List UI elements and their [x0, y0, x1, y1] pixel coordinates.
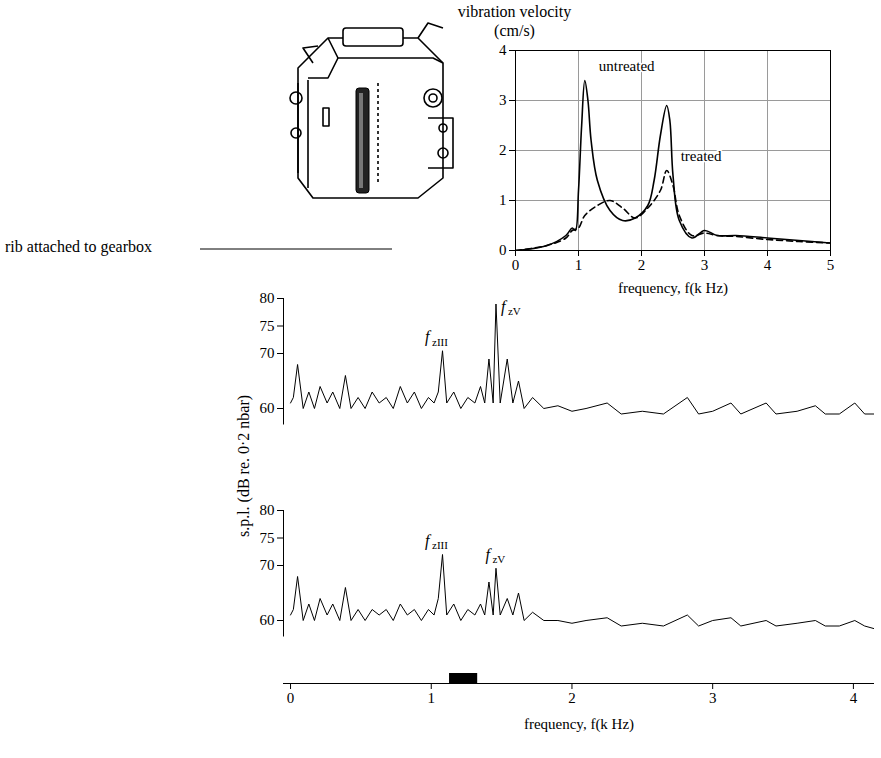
svg-text:3: 3: [701, 257, 709, 273]
svg-text:frequency, f(k Hz): frequency, f(k Hz): [524, 716, 634, 733]
svg-text:zV: zV: [492, 553, 505, 565]
svg-text:3: 3: [499, 92, 507, 108]
svg-text:frequency, f(k Hz): frequency, f(k Hz): [618, 280, 728, 297]
svg-text:2: 2: [638, 257, 646, 273]
svg-text:treated: treated: [681, 148, 722, 164]
svg-text:f: f: [485, 546, 492, 564]
svg-text:untreated: untreated: [599, 58, 655, 74]
html-text:rib attached to gearbox: rib attached to gearbox: [5, 238, 152, 255]
svg-text:zIII: zIII: [432, 336, 448, 348]
svg-text:4: 4: [764, 257, 772, 273]
svg-text:3: 3: [709, 690, 717, 706]
svg-text:75: 75: [260, 318, 275, 334]
svg-text:2: 2: [499, 142, 507, 158]
html-text:s.p.l. (dB re. 0·2 nbar): s.p.l. (dB re. 0·2 nbar): [235, 394, 252, 538]
svg-text:zV: zV: [508, 305, 521, 317]
svg-text:60: 60: [260, 400, 275, 416]
svg-text:1: 1: [428, 690, 436, 706]
svg-text:zIII: zIII: [432, 539, 448, 551]
svg-text:f: f: [425, 328, 432, 346]
svg-text:4: 4: [850, 690, 858, 706]
svg-text:0: 0: [512, 257, 520, 273]
svg-text:70: 70: [260, 557, 275, 573]
svg-text:f: f: [425, 532, 432, 550]
svg-text:80: 80: [260, 502, 275, 518]
html-text:vibration velocity (cm/s): vibration velocity (cm/s): [457, 3, 572, 39]
svg-text:75: 75: [260, 530, 275, 546]
svg-text:80: 80: [260, 290, 275, 306]
svg-text:f: f: [501, 298, 508, 316]
svg-text:4: 4: [499, 42, 507, 58]
svg-text:0: 0: [287, 690, 295, 706]
svg-text:70: 70: [260, 345, 275, 361]
svg-text:2: 2: [568, 690, 576, 706]
svg-text:1: 1: [575, 257, 583, 273]
svg-text:60: 60: [260, 612, 275, 628]
svg-text:5: 5: [827, 257, 835, 273]
svg-text:1: 1: [499, 192, 507, 208]
svg-text:0: 0: [499, 242, 507, 258]
